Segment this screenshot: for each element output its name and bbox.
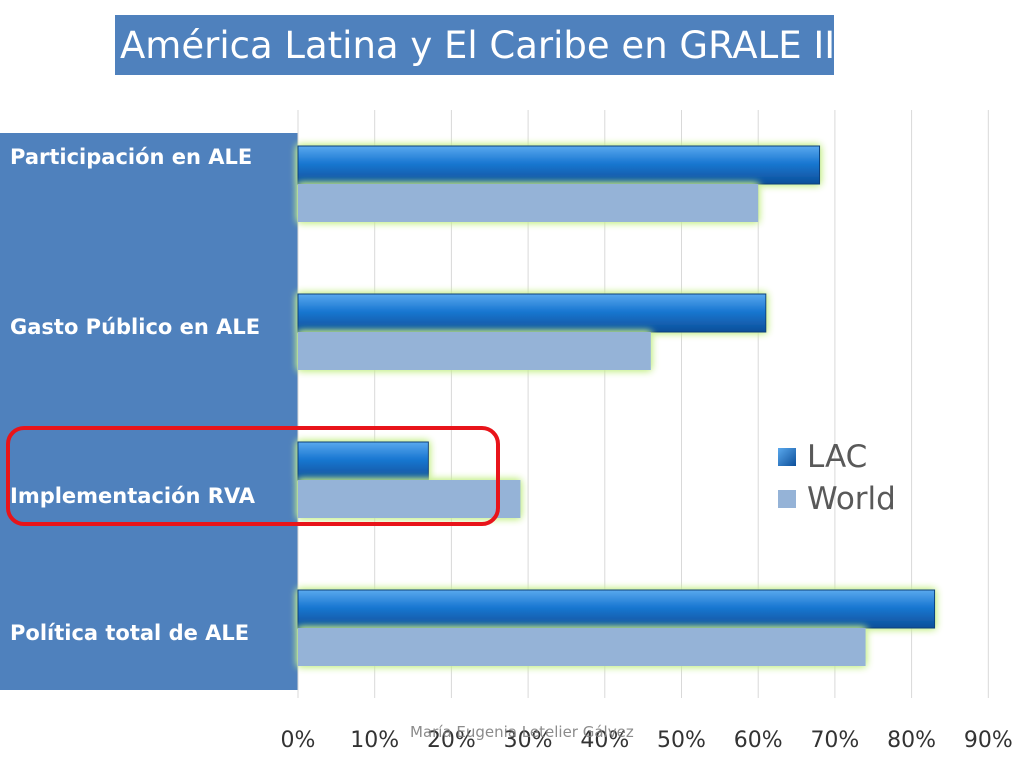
bar-world-1 xyxy=(298,184,759,222)
category-label-participacion: Participación en ALE xyxy=(10,145,253,169)
chart-title: América Latina y El Caribe en GRALE III xyxy=(115,15,846,75)
legend-item-world: World xyxy=(778,478,896,520)
x-tick-label: 90% xyxy=(964,728,1013,753)
legend-label-lac: LAC xyxy=(807,439,868,475)
legend-item-lac: LAC xyxy=(778,436,896,478)
highlight-box xyxy=(6,426,500,526)
x-tick-label: 40% xyxy=(580,728,629,753)
category-label-implementacion-rva: Implementación RVA xyxy=(10,484,256,508)
x-tick-label: 50% xyxy=(657,728,706,753)
bar-world-2 xyxy=(298,332,651,370)
legend-swatch-world xyxy=(778,490,796,508)
bar-lac-2 xyxy=(297,293,767,333)
bar-lac-3 xyxy=(297,441,429,481)
x-tick-label: 30% xyxy=(504,728,553,753)
legend: LAC World xyxy=(778,436,896,520)
category-label-gasto-publico: Gasto Público en ALE xyxy=(10,315,261,339)
x-tick-label: 60% xyxy=(734,728,783,753)
footer-author: María Eugenia Letelier Gálvez xyxy=(410,723,634,741)
bar-lac-1 xyxy=(297,145,821,185)
x-tick-label: 10% xyxy=(350,728,399,753)
x-tick-label: 70% xyxy=(810,728,859,753)
category-label-politica-total: Política total de ALE xyxy=(10,621,250,645)
bar-world-4 xyxy=(298,628,866,666)
bar-lac-4 xyxy=(297,589,936,629)
x-tick-label: 80% xyxy=(887,728,936,753)
x-tick-label: 20% xyxy=(427,728,476,753)
category-label-panel: Participación en ALE Gasto Público en AL… xyxy=(0,133,298,690)
legend-label-world: World xyxy=(807,481,896,517)
x-tick-label: 0% xyxy=(281,728,316,753)
legend-swatch-lac xyxy=(778,448,796,466)
